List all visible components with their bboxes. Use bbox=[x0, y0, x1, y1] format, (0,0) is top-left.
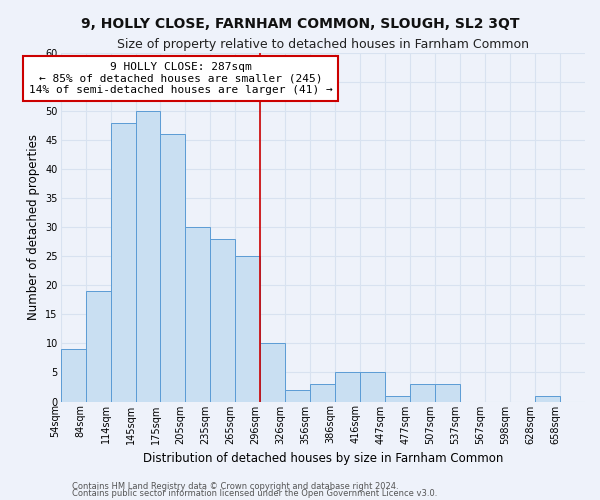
Title: Size of property relative to detached houses in Farnham Common: Size of property relative to detached ho… bbox=[117, 38, 529, 51]
Y-axis label: Number of detached properties: Number of detached properties bbox=[27, 134, 40, 320]
Bar bbox=[535, 396, 560, 402]
Bar bbox=[410, 384, 435, 402]
Bar bbox=[435, 384, 460, 402]
Bar bbox=[86, 291, 110, 402]
Bar bbox=[211, 239, 235, 402]
Text: Contains HM Land Registry data © Crown copyright and database right 2024.: Contains HM Land Registry data © Crown c… bbox=[72, 482, 398, 491]
Bar bbox=[235, 256, 260, 402]
Bar bbox=[385, 396, 410, 402]
Bar bbox=[136, 111, 160, 402]
Text: 9, HOLLY CLOSE, FARNHAM COMMON, SLOUGH, SL2 3QT: 9, HOLLY CLOSE, FARNHAM COMMON, SLOUGH, … bbox=[81, 18, 519, 32]
Bar bbox=[360, 372, 385, 402]
Bar bbox=[260, 344, 286, 402]
Text: 9 HOLLY CLOSE: 287sqm
← 85% of detached houses are smaller (245)
14% of semi-det: 9 HOLLY CLOSE: 287sqm ← 85% of detached … bbox=[29, 62, 332, 95]
Bar bbox=[185, 228, 211, 402]
Text: Contains public sector information licensed under the Open Government Licence v3: Contains public sector information licen… bbox=[72, 489, 437, 498]
Bar bbox=[160, 134, 185, 402]
Bar bbox=[335, 372, 360, 402]
X-axis label: Distribution of detached houses by size in Farnham Common: Distribution of detached houses by size … bbox=[143, 452, 503, 465]
Bar bbox=[286, 390, 310, 402]
Bar bbox=[61, 349, 86, 402]
Bar bbox=[310, 384, 335, 402]
Bar bbox=[110, 122, 136, 402]
